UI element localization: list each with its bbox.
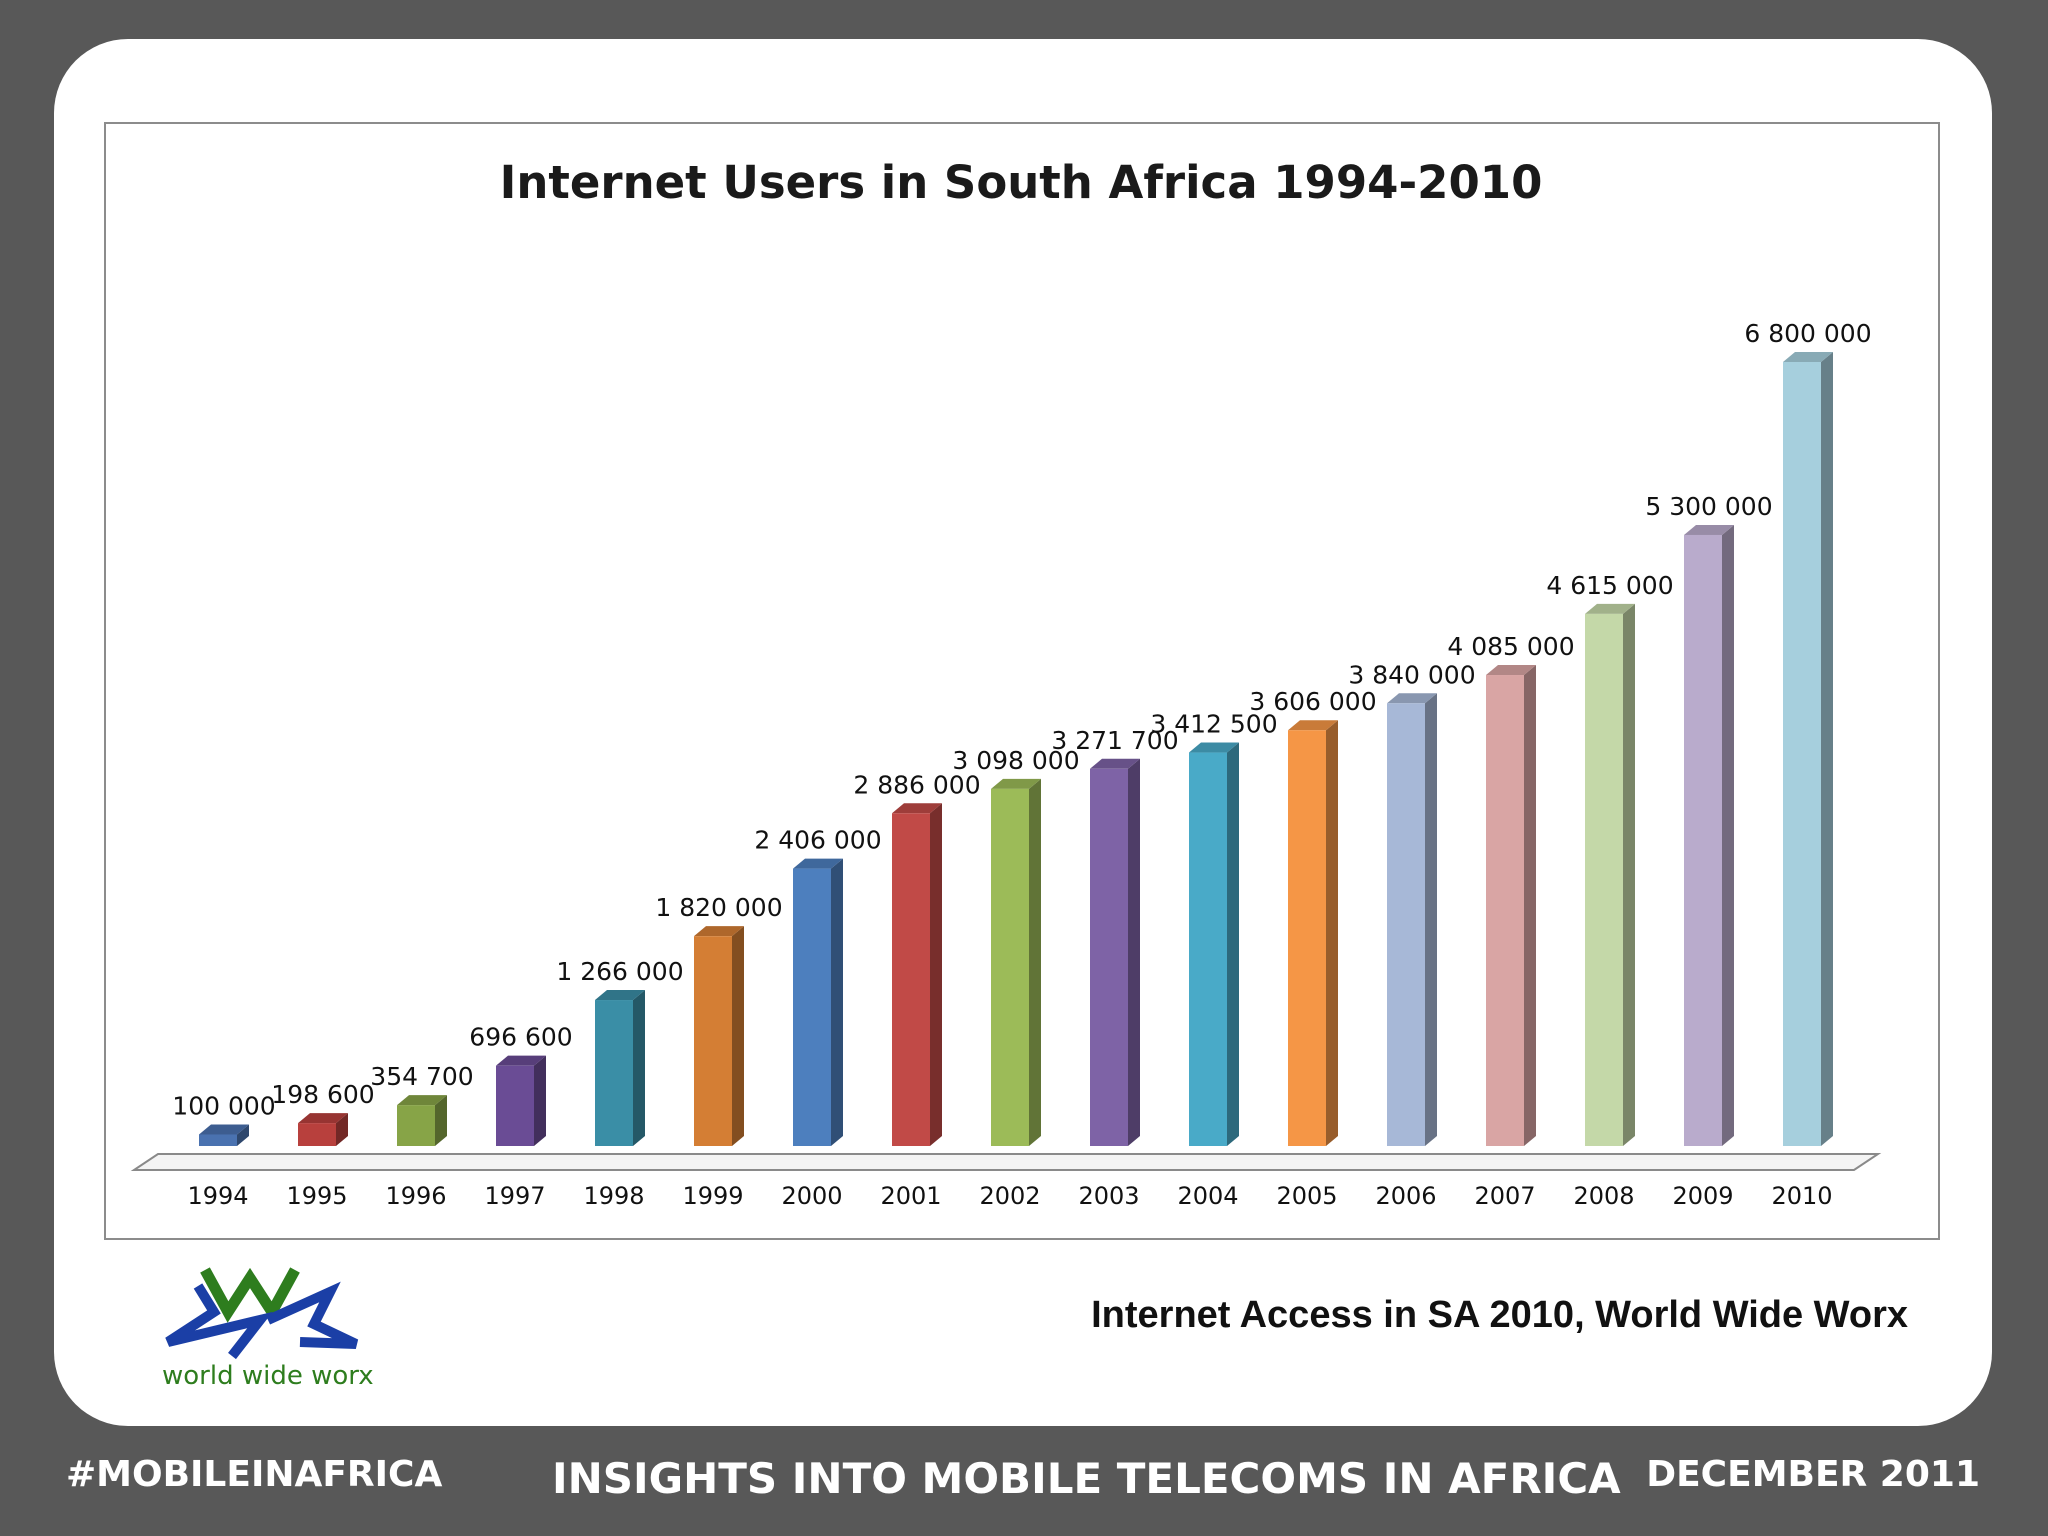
bar-2006 [1387,693,1437,1146]
world-wide-worx-logo: world wide worx [150,1262,380,1392]
x-tick-label: 1995 [286,1182,347,1210]
value-label: 5 300 000 [1645,492,1772,521]
value-label: 6 800 000 [1744,319,1871,348]
x-tick-label: 2005 [1276,1182,1337,1210]
value-label: 3 606 000 [1249,687,1376,716]
chart-frame: Internet Users in South Africa 1994-2010… [104,122,1940,1240]
value-label: 3 412 500 [1150,710,1277,739]
bar-2007 [1486,665,1536,1146]
value-label: 2 406 000 [754,826,881,855]
value-label: 4 615 000 [1546,571,1673,600]
bar-1994 [199,1124,249,1146]
bar-2000 [793,858,843,1146]
bar-2004 [1189,742,1239,1146]
x-tick-label: 2006 [1375,1182,1436,1210]
logo-wordmark: world wide worx [162,1361,374,1391]
value-label: 3 271 700 [1051,726,1178,755]
value-label: 100 000 [172,1091,275,1120]
value-label: 2 886 000 [853,770,980,799]
x-tick-label: 1997 [484,1182,545,1210]
bar-2010 [1783,352,1833,1146]
bar-1998 [595,990,645,1146]
value-label: 1 266 000 [556,957,683,986]
x-tick-label: 2010 [1771,1182,1832,1210]
bar-2005 [1288,720,1338,1146]
x-tick-label: 2002 [979,1182,1040,1210]
value-label: 198 600 [271,1080,374,1109]
value-label: 354 700 [370,1062,473,1091]
value-label: 696 600 [469,1023,572,1052]
x-tick-label: 2001 [880,1182,941,1210]
bar-2002 [991,778,1041,1146]
x-tick-label: 1998 [583,1182,644,1210]
x-tick-label: 2000 [781,1182,842,1210]
footer-headline: INSIGHTS INTO MOBILE TELECOMS IN AFRICA [552,1454,1621,1503]
footer-date: DECEMBER 2011 [1646,1454,1980,1495]
bar-1997 [496,1055,546,1146]
bar-1995 [298,1113,348,1146]
bar-2001 [892,803,942,1146]
footer-hashtag: #MOBILEINAFRICA [66,1454,443,1495]
value-label: 4 085 000 [1447,632,1574,661]
bar-2003 [1090,758,1140,1146]
x-tick-label: 2007 [1474,1182,1535,1210]
bar-2008 [1585,603,1635,1146]
bar-2009 [1684,524,1734,1146]
x-tick-label: 1996 [385,1182,446,1210]
bar-1996 [397,1095,447,1146]
x-tick-label: 2008 [1573,1182,1634,1210]
chart-title: Internet Users in South Africa 1994-2010 [500,156,1543,209]
x-tick-label: 2009 [1672,1182,1733,1210]
value-label: 3 840 000 [1348,660,1475,689]
bar-1999 [694,926,744,1146]
floor-top [130,1153,1882,1171]
value-label: 3 098 000 [952,746,1079,775]
chart-source: Internet Access in SA 2010, World Wide W… [1091,1294,1908,1336]
value-label: 1 820 000 [655,893,782,922]
x-tick-label: 2004 [1177,1182,1238,1210]
chart-floor [130,1153,1882,1171]
x-tick-label: 1994 [187,1182,248,1210]
logo-icon: world wide worx [162,1267,374,1391]
x-tick-label: 1999 [682,1182,743,1210]
x-tick-label: 2003 [1078,1182,1139,1210]
bar-chart: Internet Users in South Africa 1994-2010… [130,156,1882,1210]
